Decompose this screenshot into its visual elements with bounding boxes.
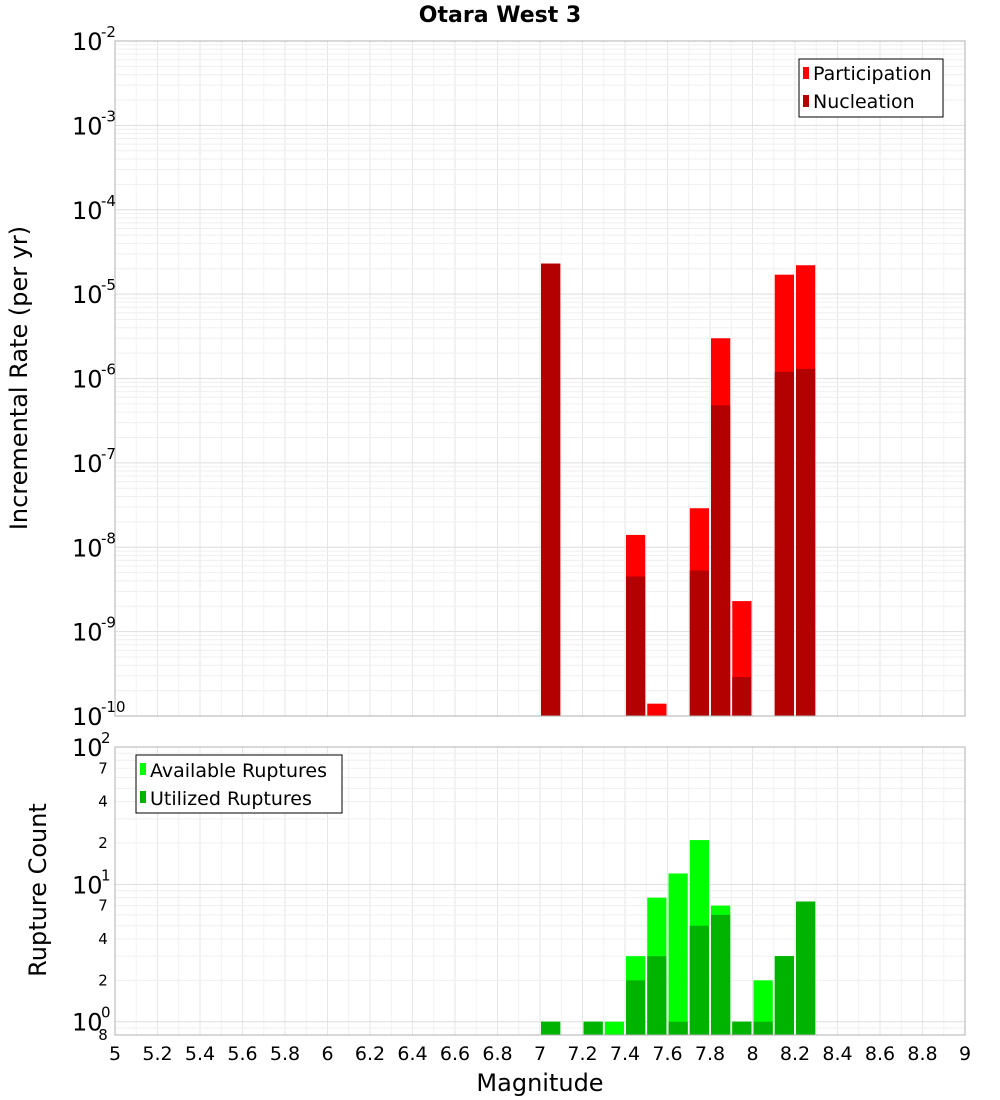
count-y-minor-tick: 2: [98, 834, 108, 852]
legend-nucleation-swatch: [803, 95, 809, 107]
count-y-tick-exponent: 1: [101, 866, 111, 884]
x-tick-label: 7.6: [652, 1043, 682, 1065]
x-tick-label: 6.2: [355, 1043, 385, 1065]
rate-y-tick-exponent: -5: [101, 276, 116, 294]
chart-title: Otara West 3: [419, 3, 581, 28]
legend-participation-label: Participation: [813, 63, 932, 85]
rate-y-tick-label: 10: [72, 703, 103, 731]
nucleation-bar: [711, 405, 730, 716]
legend-participation-swatch: [803, 67, 809, 79]
x-tick-label: 7.8: [695, 1043, 725, 1065]
legend-available-label: Available Ruptures: [150, 760, 327, 782]
y-axis-label-count: Rupture Count: [24, 803, 52, 977]
nucleation-bar: [732, 677, 751, 716]
utilized-bar: [647, 956, 666, 1035]
x-tick-label: 7: [534, 1043, 546, 1065]
utilized-bar: [584, 1022, 603, 1035]
x-tick-label: 5.2: [142, 1043, 172, 1065]
x-tick-label: 8: [746, 1043, 758, 1065]
x-tick-label: 6: [321, 1043, 333, 1065]
count-y-minor-tick: 8: [98, 1026, 108, 1044]
chart: Otara West 3 10-1010-910-810-710-610-510…: [0, 0, 1000, 1100]
x-tick-label: 6.6: [440, 1043, 470, 1065]
x-tick-label: 9: [959, 1043, 971, 1065]
participation-bar: [647, 704, 666, 716]
nucleation-bar: [796, 369, 815, 716]
legend-utilized-swatch: [140, 791, 146, 803]
available-bar: [669, 873, 688, 1035]
x-tick-label: 6.8: [482, 1043, 512, 1065]
legend-utilized-label: Utilized Ruptures: [150, 788, 312, 810]
utilized-bar: [796, 902, 815, 1035]
y-axis-label-rate: Incremental Rate (per yr): [5, 226, 33, 530]
count-y-tick-label: 10: [72, 734, 103, 762]
rate-y-tick-label: 10: [72, 28, 103, 56]
legend-nucleation-label: Nucleation: [813, 91, 915, 113]
rate-y-tick-label: 10: [72, 450, 103, 478]
rate-y-tick-label: 10: [72, 197, 103, 225]
count-y-minor-tick: 7: [98, 897, 108, 915]
count-y-minor-tick: 4: [98, 793, 108, 811]
x-axis-label: Magnitude: [476, 1069, 603, 1097]
rate-y-tick-label: 10: [72, 281, 103, 309]
rate-y-tick-exponent: -2: [101, 23, 116, 41]
rate-y-tick-exponent: -9: [101, 614, 116, 632]
nucleation-bar: [690, 571, 709, 716]
rate-y-tick-exponent: -3: [101, 107, 116, 125]
legend-available-swatch: [140, 763, 146, 775]
x-tick-label: 6.4: [397, 1043, 427, 1065]
rate-y-tick-exponent: -10: [101, 698, 126, 716]
x-tick-label: 5.4: [185, 1043, 215, 1065]
rate-y-tick-exponent: -7: [101, 445, 116, 463]
x-tick-label: 7.2: [567, 1043, 597, 1065]
count-y-minor-tick: 2: [98, 971, 108, 989]
x-tick-label: 5: [109, 1043, 121, 1065]
x-tick-label: 5.8: [270, 1043, 300, 1065]
x-tick-label: 8.2: [780, 1043, 810, 1065]
utilized-bar: [732, 1022, 751, 1035]
x-tick-label: 8.8: [907, 1043, 937, 1065]
utilized-bar: [626, 980, 645, 1035]
count-y-tick-exponent: 0: [101, 1004, 111, 1022]
utilized-bar: [541, 1022, 560, 1035]
rate-y-tick-exponent: -8: [101, 529, 116, 547]
count-y-tick-label: 10: [72, 871, 103, 899]
count-y-minor-tick: 7: [98, 759, 108, 777]
available-bar: [605, 1022, 624, 1035]
x-tick-label: 7.4: [610, 1043, 640, 1065]
legend-count: Available Ruptures Utilized Ruptures: [136, 755, 342, 813]
rate-y-tick-exponent: -6: [101, 361, 116, 379]
count-y-tick-exponent: 2: [101, 729, 111, 747]
utilized-bar: [669, 1022, 688, 1035]
x-tick-label: 8.6: [865, 1043, 895, 1065]
rate-y-tick-label: 10: [72, 112, 103, 140]
utilized-bar: [775, 956, 794, 1035]
rate-y-tick-exponent: -4: [101, 192, 116, 210]
utilized-bar: [690, 926, 709, 1035]
nucleation-bar: [626, 577, 645, 716]
nucleation-bar: [775, 372, 794, 716]
legend-rate: Participation Nucleation: [799, 59, 943, 117]
utilized-bar: [711, 915, 730, 1035]
rate-y-tick-label: 10: [72, 366, 103, 394]
rate-y-tick-label: 10: [72, 619, 103, 647]
rate-y-tick-label: 10: [72, 534, 103, 562]
nucleation-bar: [541, 264, 560, 716]
x-tick-label: 8.4: [822, 1043, 852, 1065]
utilized-bar: [754, 1022, 773, 1035]
x-tick-label: 5.6: [227, 1043, 257, 1065]
count-y-minor-tick: 4: [98, 930, 108, 948]
